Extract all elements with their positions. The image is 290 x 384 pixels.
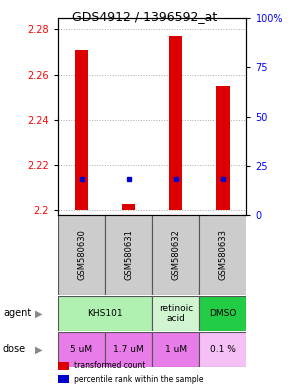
Bar (58, 215, 105, 295)
Bar (169, 36, 182, 210)
Text: 5 uM: 5 uM (70, 345, 93, 354)
Bar (216, 86, 230, 210)
Text: percentile rank within the sample: percentile rank within the sample (74, 375, 204, 384)
Bar (200, 215, 246, 295)
Text: dose: dose (3, 344, 26, 354)
Bar (152, 215, 200, 295)
Text: DMSO: DMSO (209, 309, 237, 318)
Text: GSM580630: GSM580630 (77, 230, 86, 280)
Text: GSM580631: GSM580631 (124, 230, 133, 280)
Bar (200, 296, 246, 331)
Text: 1.7 uM: 1.7 uM (113, 345, 144, 354)
Bar (75, 50, 88, 210)
Text: 1 uM: 1 uM (165, 345, 187, 354)
Bar (152, 332, 200, 367)
Text: transformed count: transformed count (74, 361, 145, 370)
Text: 0.1 %: 0.1 % (210, 345, 236, 354)
Bar (58, 332, 105, 367)
Text: GDS4912 / 1396592_at: GDS4912 / 1396592_at (72, 10, 218, 23)
Bar (152, 296, 200, 331)
Text: KHS101: KHS101 (87, 309, 123, 318)
Bar (122, 204, 135, 210)
Bar (200, 332, 246, 367)
Text: ▶: ▶ (35, 344, 43, 354)
Text: GSM580633: GSM580633 (218, 230, 227, 280)
Bar (105, 215, 152, 295)
Text: GSM580632: GSM580632 (171, 230, 180, 280)
Text: retinoic
acid: retinoic acid (159, 304, 193, 323)
Text: ▶: ▶ (35, 308, 43, 318)
Text: agent: agent (3, 308, 31, 318)
Bar (105, 332, 152, 367)
Bar (58, 296, 152, 331)
